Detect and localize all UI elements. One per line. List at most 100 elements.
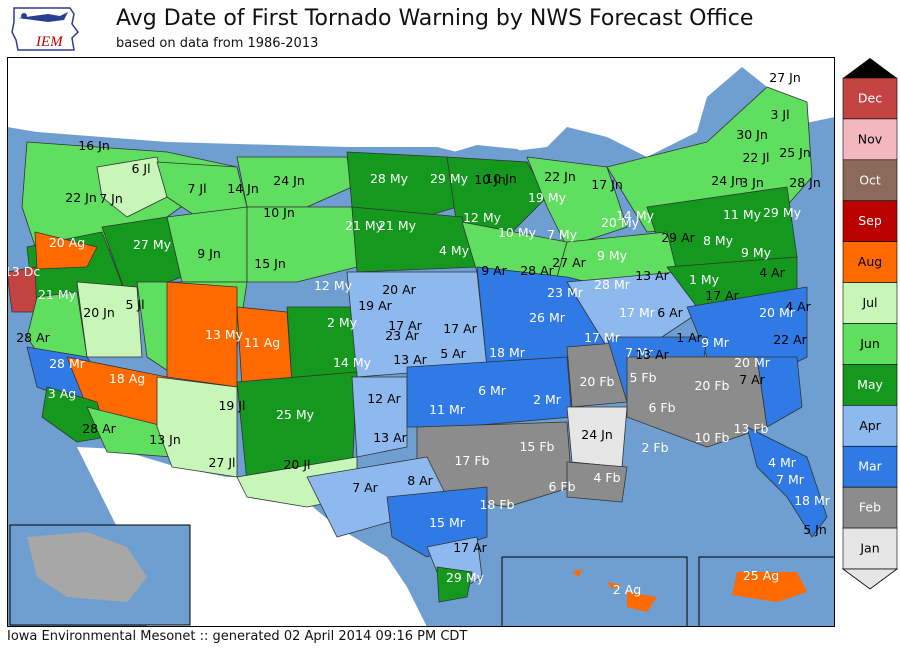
- office-label: 10 Fb: [694, 430, 729, 445]
- office-label: 7 Mr: [776, 472, 805, 487]
- office-label: 19 My: [528, 190, 567, 205]
- legend-swatch-may: [842, 364, 898, 406]
- legend-label-apr: Apr: [859, 418, 881, 433]
- color-legend: Dec Nov Oct Sep Aug Jul Jun May Apr Mar Feb Jan: [841, 58, 899, 590]
- office-label: 28 Ar: [82, 421, 116, 436]
- office-label: 22 Ar: [773, 332, 807, 347]
- office-label: 17 Ar: [705, 288, 739, 303]
- office-label: 19 Jl: [218, 398, 245, 413]
- office-label: 26 Mr: [529, 310, 566, 325]
- office-label: 20 Mr: [759, 305, 796, 320]
- logo-text: IEM: [35, 34, 64, 50]
- hawaii-inset: [501, 556, 688, 627]
- office-label: 13 Jn: [149, 432, 181, 447]
- office-label: 2 Mr: [533, 392, 562, 407]
- legend-swatch-jan: [842, 527, 898, 570]
- office-label: 8 Ar: [407, 473, 433, 488]
- office-label: 17 Mr: [619, 305, 656, 320]
- office-label: 13 Dc: [7, 264, 40, 279]
- office-label: 23 Mr: [547, 285, 584, 300]
- office-label: 9 My: [741, 245, 772, 260]
- office-label: 17 Ar: [388, 318, 422, 333]
- legend-label-aug: Aug: [858, 254, 882, 269]
- office-label: 14 My: [333, 355, 372, 370]
- office-label: 6 Fb: [548, 479, 575, 494]
- office-label: 16 Jn: [78, 138, 110, 153]
- office-label: 7 Ar: [352, 480, 378, 495]
- legend-swatch-aug: [842, 241, 898, 283]
- office-label: 25 Jn: [779, 145, 811, 160]
- office-label: 22 Jn: [65, 190, 97, 205]
- office-label: 2 My: [327, 315, 358, 330]
- office-label: 29 My: [763, 205, 802, 220]
- office-label: 7 Jn: [99, 191, 123, 206]
- office-label: 4 Fb: [593, 470, 620, 485]
- legend-swatch-feb: [842, 486, 898, 529]
- legend-top-arrow: [843, 58, 897, 78]
- office-label: 11 My: [723, 207, 762, 222]
- office-label: 25 Ag: [743, 568, 779, 583]
- office-label: 17 Ar: [453, 540, 487, 555]
- office-label: 7 Jl: [187, 181, 206, 196]
- office-label: 13 My: [205, 327, 244, 342]
- office-label: 29 Ar: [661, 230, 695, 245]
- iem-logo: IEM: [11, 7, 79, 51]
- office-label: 3 Ag: [48, 386, 76, 401]
- office-label: 11 Mr: [429, 402, 466, 417]
- office-label: 5 Ar: [440, 346, 466, 361]
- office-label: 5 Jl: [125, 297, 144, 312]
- legend-label-jun: Jun: [859, 336, 880, 351]
- legend-label-may: May: [857, 377, 883, 392]
- office-label: 4 Ar: [759, 265, 785, 280]
- office-label: 28 Ar: [16, 330, 50, 345]
- office-label: 17 Mr: [584, 330, 621, 345]
- office-label: 11 Ag: [244, 335, 280, 350]
- region-zones: [7, 86, 828, 603]
- office-label: 28 Ar: [520, 263, 554, 278]
- legend-swatch-nov: [842, 118, 898, 161]
- office-label: 10 My: [498, 225, 537, 240]
- office-label: 20 Ar: [382, 282, 416, 297]
- office-label: 4 Mr: [768, 455, 797, 470]
- office-label: 28 My: [370, 171, 409, 186]
- office-label: 6 Fb: [648, 400, 675, 415]
- office-label: 20 Fb: [579, 374, 614, 389]
- office-label: 13 Ar: [635, 268, 669, 283]
- office-label: 20 Fb: [694, 378, 729, 393]
- office-label: 21 My: [345, 218, 384, 233]
- office-label: 15 Jn: [254, 256, 286, 271]
- office-label: 1 My: [689, 272, 720, 287]
- legend-label-jul: Jul: [861, 295, 877, 310]
- legend-label-jan: Jan: [859, 541, 879, 556]
- page-title: Avg Date of First Tornado Warning by NWS…: [116, 6, 754, 31]
- office-label: 20 Ag: [49, 235, 85, 250]
- legend-swatch-dec: [842, 77, 898, 120]
- office-label: 29 My: [446, 570, 485, 585]
- office-label: 17 Fb: [454, 453, 489, 468]
- office-label: 27 Jn: [769, 70, 801, 85]
- canada-land: [7, 57, 835, 157]
- office-label: 7 Ar: [739, 372, 765, 387]
- office-label: 18 Mr: [489, 345, 526, 360]
- office-label: 17 Jn: [591, 177, 623, 192]
- office-label: 27 My: [133, 237, 172, 252]
- office-label: 7 Mr: [625, 345, 654, 360]
- office-label: 13 Ar: [373, 430, 407, 445]
- office-label: 13 Fb: [733, 421, 768, 436]
- office-label: 9 Mr: [701, 335, 730, 350]
- legend-swatch-mar: [842, 445, 898, 488]
- office-label: 13 Ar: [393, 352, 427, 367]
- office-label: 10 Jn: [263, 205, 295, 220]
- office-label: 28 Jn: [789, 175, 821, 190]
- office-label: 20 My: [601, 215, 640, 230]
- office-label: 12 My: [463, 210, 502, 225]
- office-label: 6 Ar: [657, 305, 683, 320]
- office-label: 5 Jn: [803, 522, 827, 537]
- office-label: 22 Jn: [544, 169, 576, 184]
- office-label: 4 Ar: [785, 299, 811, 314]
- office-label: 21 My: [38, 287, 77, 302]
- office-label: 24 Jn: [581, 427, 613, 442]
- office-label: 9 My: [597, 248, 628, 263]
